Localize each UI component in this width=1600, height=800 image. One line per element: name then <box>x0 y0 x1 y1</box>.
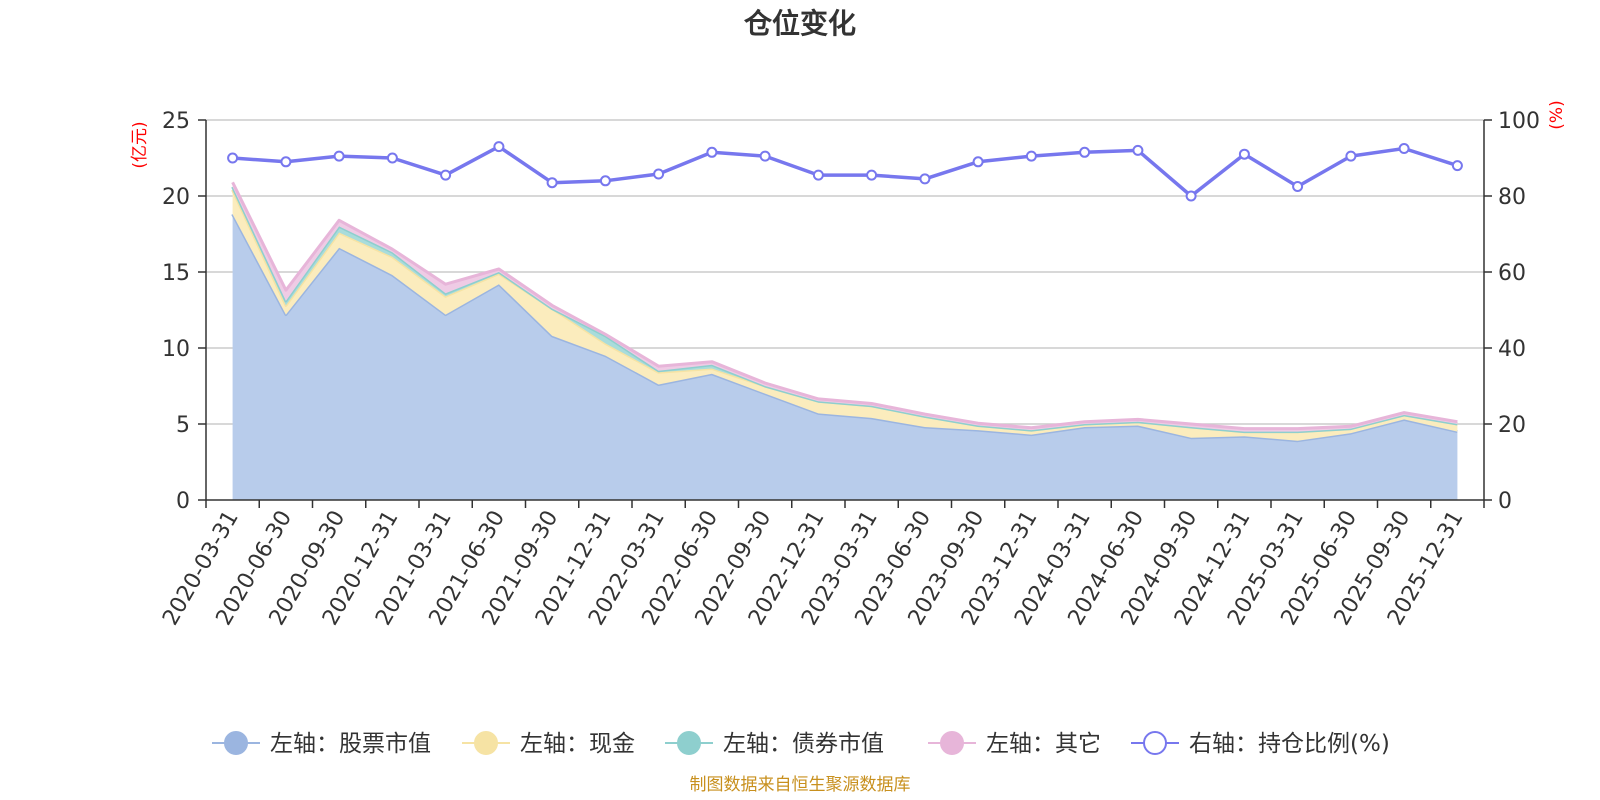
left-tick-label: 0 <box>176 489 190 514</box>
legend-label-4: 右轴：持仓比例(%) <box>1189 731 1390 757</box>
ratio-point <box>333 150 345 162</box>
legend-marker-1 <box>474 731 498 755</box>
left-tick-label: 20 <box>162 185 190 210</box>
right-tick-label: 0 <box>1498 489 1512 514</box>
right-tick-label: 80 <box>1498 185 1526 210</box>
left-tick-label: 5 <box>176 413 190 438</box>
legend: 左轴：股票市值 左轴：现金 左轴：债券市值 左轴：其它 右轴：持仓比例(%) <box>212 731 1390 757</box>
ratio-point <box>1292 181 1304 192</box>
legend-marker-4 <box>1143 731 1167 755</box>
right-tick-label: 20 <box>1498 413 1526 438</box>
left-tick-label: 10 <box>162 337 190 362</box>
legend-label-0: 左轴：股票市值 <box>270 731 431 757</box>
left-axis-unit: (亿元) <box>130 121 150 168</box>
stacked-areas <box>231 181 1458 500</box>
ratio-point <box>1398 143 1410 154</box>
ratio-point <box>546 177 558 189</box>
ratio-point <box>227 152 239 164</box>
ratio-point <box>1238 148 1250 160</box>
ratio-point <box>972 156 984 168</box>
ratio-point <box>1345 150 1357 162</box>
data-source-note: 制图数据来自恒生聚源数据库 <box>690 775 911 795</box>
ratio-point <box>386 152 398 164</box>
holding-ratio-line <box>227 141 1463 202</box>
ratio-point <box>1132 144 1144 156</box>
ratio-point <box>866 169 878 181</box>
chart-title: 仓位变化 <box>744 7 856 40</box>
ratio-point <box>1079 146 1091 158</box>
legend-marker-2 <box>677 731 701 755</box>
right-axis-unit: (%) <box>1547 100 1567 129</box>
legend-label-3: 左轴：其它 <box>986 731 1101 757</box>
area-0 <box>232 214 1458 500</box>
legend-marker-0 <box>224 731 248 755</box>
ratio-point <box>812 169 824 181</box>
right-tick-label: 100 <box>1498 109 1540 134</box>
ratio-point <box>1451 160 1463 172</box>
ratio-point <box>280 156 292 168</box>
legend-label-2: 左轴：债券市值 <box>723 731 884 757</box>
ratio-point <box>653 168 665 180</box>
left-tick-label: 15 <box>162 261 190 286</box>
right-tick-label: 40 <box>1498 337 1526 362</box>
ratio-point <box>440 169 452 181</box>
left-tick-label: 25 <box>162 109 190 134</box>
ratio-point <box>706 146 718 158</box>
ratio-point <box>1025 150 1037 162</box>
ratio-line <box>232 144 1458 198</box>
ratio-point <box>759 150 771 162</box>
area-edge-3 <box>231 181 1458 431</box>
ratio-point <box>493 141 505 153</box>
ratio-point <box>919 173 931 185</box>
ratio-point <box>1185 190 1197 202</box>
ratio-point <box>599 175 611 187</box>
right-tick-label: 60 <box>1498 261 1526 286</box>
legend-label-1: 左轴：现金 <box>520 731 635 757</box>
legend-marker-3 <box>940 731 964 755</box>
